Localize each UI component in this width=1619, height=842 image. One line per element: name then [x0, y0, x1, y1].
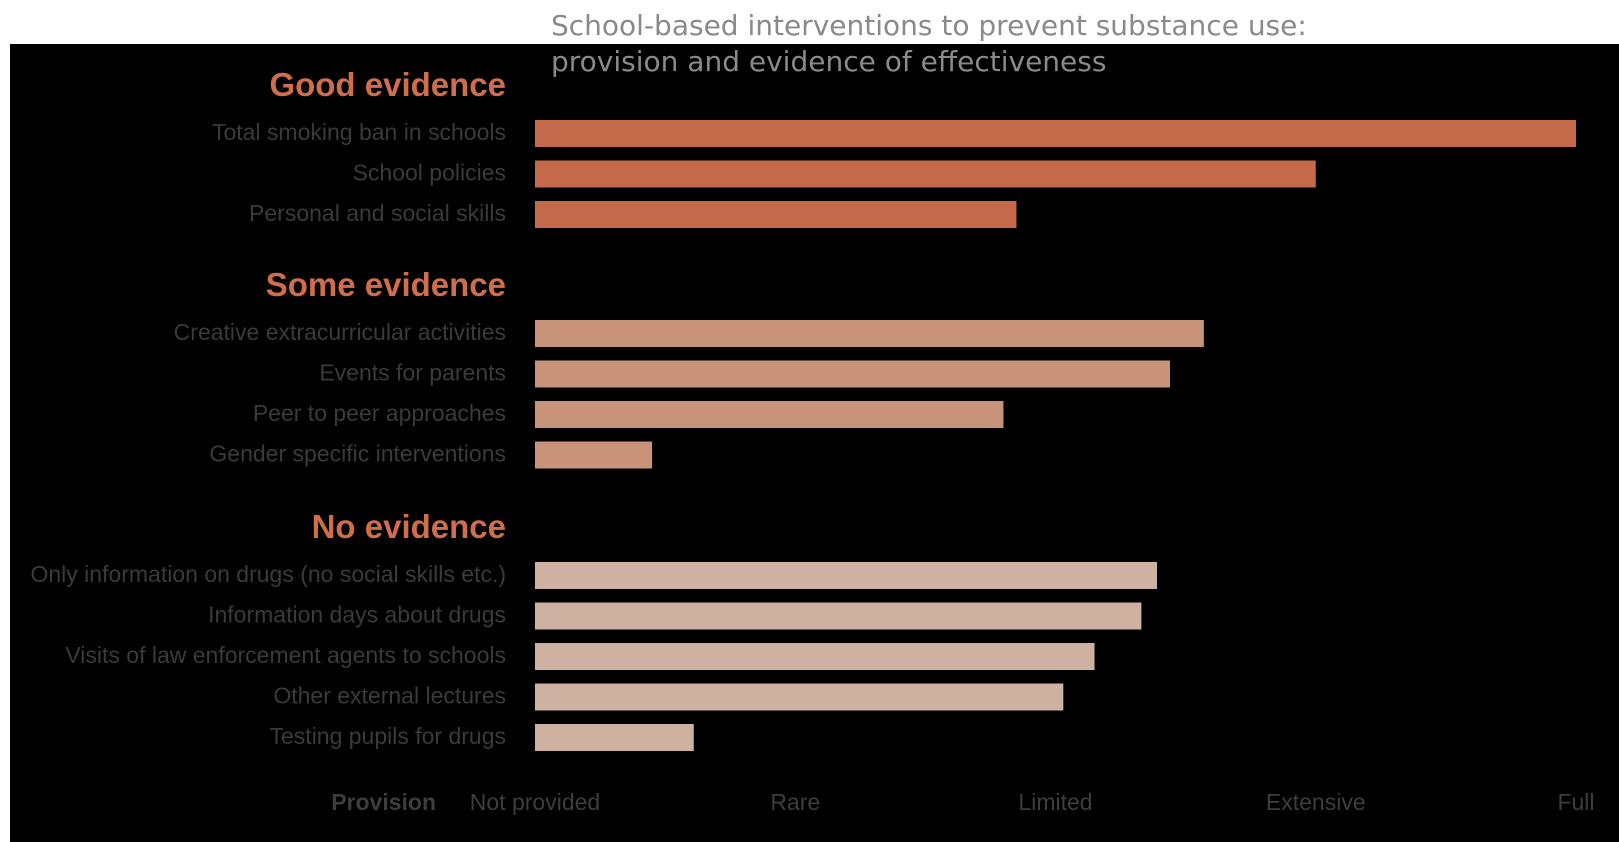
- category-label: Peer to peer approaches: [253, 400, 506, 426]
- bar: [535, 562, 1157, 589]
- group-header-good-evidence: Good evidence: [269, 66, 506, 103]
- category-label: Only information on drugs (no social ski…: [30, 561, 506, 587]
- x-axis-label: Provision: [331, 789, 436, 815]
- x-tick-label: Extensive: [1266, 789, 1366, 815]
- bar: [535, 401, 1004, 428]
- category-label: Personal and social skills: [249, 200, 506, 226]
- category-label: Gender specific interventions: [209, 441, 506, 467]
- bar: [535, 320, 1204, 347]
- title-line-1: School-based interventions to prevent su…: [551, 9, 1307, 42]
- chart-title: School-based interventions to prevent su…: [551, 8, 1551, 80]
- category-label: Testing pupils for drugs: [269, 723, 506, 749]
- category-label: Total smoking ban in schools: [212, 119, 506, 145]
- title-line-2: provision and evidence of effectiveness: [551, 45, 1107, 78]
- bar: [535, 643, 1095, 670]
- category-label: School policies: [353, 160, 506, 186]
- bar: [535, 201, 1017, 228]
- bar: [535, 683, 1064, 711]
- x-tick-label: Limited: [1018, 789, 1092, 815]
- group-header-no-evidence: No evidence: [312, 508, 506, 545]
- bar: [535, 441, 653, 469]
- x-tick-label: Full: [1557, 789, 1594, 815]
- x-tick-label: Not provided: [470, 789, 600, 815]
- category-label: Visits of law enforcement agents to scho…: [65, 642, 506, 668]
- category-label: Events for parents: [319, 360, 506, 386]
- category-label: Information days about drugs: [208, 602, 506, 628]
- category-label: Creative extracurricular activities: [174, 319, 506, 345]
- bar: [535, 120, 1576, 147]
- category-label: Other external lectures: [273, 683, 506, 709]
- group-header-some-evidence: Some evidence: [266, 266, 506, 303]
- bar: [535, 602, 1142, 630]
- bar: [535, 160, 1316, 188]
- x-tick-label: Rare: [770, 789, 820, 815]
- bar: [535, 724, 694, 751]
- bar: [535, 360, 1171, 388]
